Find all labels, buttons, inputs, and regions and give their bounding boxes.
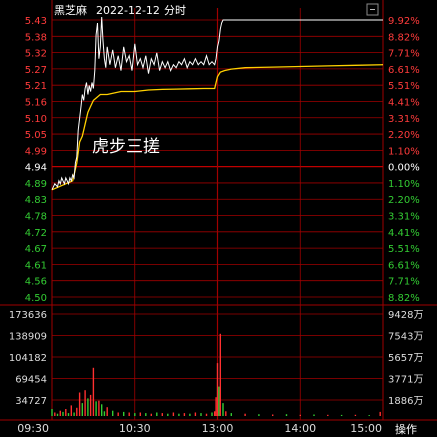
- volume-amount-tick: 5657万: [388, 353, 423, 364]
- volume-tick: 104182: [9, 353, 47, 364]
- percent-tick: 8.82%: [388, 32, 420, 43]
- trade-date: 2022-12-12: [96, 4, 160, 17]
- percent-tick: 9.92%: [388, 16, 420, 27]
- price-tick: 5.43: [25, 16, 47, 27]
- price-tick: 4.94: [25, 163, 47, 174]
- price-tick: 5.10: [25, 114, 47, 125]
- left-price-axis: 5.43 5.38 5.32 5.27 5.21 5.16 5.10 5.05 4.99 4.94…: [25, 16, 47, 304]
- price-tick: 4.72: [25, 228, 47, 239]
- volume-tick: 69454: [15, 375, 47, 386]
- price-tick: 4.67: [25, 244, 47, 255]
- price-tick: 4.50: [25, 293, 47, 304]
- volume-bars: [51, 333, 381, 416]
- percent-tick: 1.10%: [388, 146, 420, 157]
- percent-tick: 4.41%: [388, 97, 420, 108]
- price-tick: 5.27: [25, 65, 47, 76]
- grid: [0, 0, 437, 421]
- volume-tick: 34727: [15, 396, 47, 407]
- volume-tick: 173636: [9, 310, 47, 321]
- time-tick: 14:00: [284, 422, 316, 435]
- left-volume-axis: 173636 138909 104182 69454 34727: [9, 310, 47, 407]
- right-volume-axis: 9428万 7543万 5657万 3771万 1886万: [388, 310, 423, 407]
- price-tick: 4.83: [25, 195, 47, 206]
- annotation-label: 虎步三搓: [92, 137, 160, 157]
- percent-tick: 8.82%: [388, 293, 420, 304]
- price-tick: 5.16: [25, 97, 47, 108]
- price-tick: 5.38: [25, 32, 47, 43]
- percent-tick: 2.20%: [388, 195, 420, 206]
- price-tick: 4.99: [25, 146, 47, 157]
- price-tick: 4.56: [25, 277, 47, 288]
- volume-amount-tick: 7543万: [388, 332, 423, 343]
- percent-tick: 3.31%: [388, 212, 420, 223]
- time-axis: 09:30 10:30 13:00 14:00 15:00: [17, 422, 382, 435]
- price-tick: 4.78: [25, 212, 47, 223]
- stock-name: 黑芝麻: [54, 3, 87, 17]
- operate-button[interactable]: 操作: [395, 422, 417, 436]
- price-tick: 5.21: [25, 81, 47, 92]
- volume-amount-tick: 1886万: [388, 396, 423, 407]
- time-tick: 09:30: [17, 422, 49, 435]
- percent-tick: 2.20%: [388, 130, 420, 141]
- price-tick: 5.05: [25, 130, 47, 141]
- percent-tick: 7.71%: [388, 277, 420, 288]
- percent-tick: 7.71%: [388, 49, 420, 60]
- right-percent-axis: 9.92% 8.82% 7.71% 6.61% 5.51% 4.41% 3.31% 2.20%…: [388, 16, 420, 304]
- price-line: [51, 16, 383, 191]
- percent-tick: 0.00%: [388, 163, 420, 174]
- percent-tick: 3.31%: [388, 114, 420, 125]
- chart-mode: 分时: [164, 4, 186, 17]
- price-tick: 4.61: [25, 260, 47, 271]
- minimize-box-icon[interactable]: [366, 3, 379, 16]
- volume-tick: 138909: [9, 332, 47, 343]
- percent-tick: 6.61%: [388, 65, 420, 76]
- price-tick: 4.89: [25, 179, 47, 190]
- price-tick: 5.32: [25, 49, 47, 60]
- percent-tick: 4.41%: [388, 228, 420, 239]
- average-price-line: [51, 64, 384, 191]
- percent-tick: 5.51%: [388, 81, 420, 92]
- percent-tick: 6.61%: [388, 260, 420, 271]
- volume-amount-tick: 3771万: [388, 375, 423, 386]
- percent-tick: 5.51%: [388, 244, 420, 255]
- header: 黑芝麻 2022-12-12 分时: [54, 3, 186, 17]
- percent-tick: 1.10%: [388, 179, 420, 190]
- volume-amount-tick: 9428万: [388, 310, 423, 321]
- time-tick: 15:00: [350, 422, 382, 435]
- time-tick: 10:30: [119, 422, 151, 435]
- time-tick: 13:00: [202, 422, 234, 435]
- operate-button-label[interactable]: 操作: [395, 422, 417, 436]
